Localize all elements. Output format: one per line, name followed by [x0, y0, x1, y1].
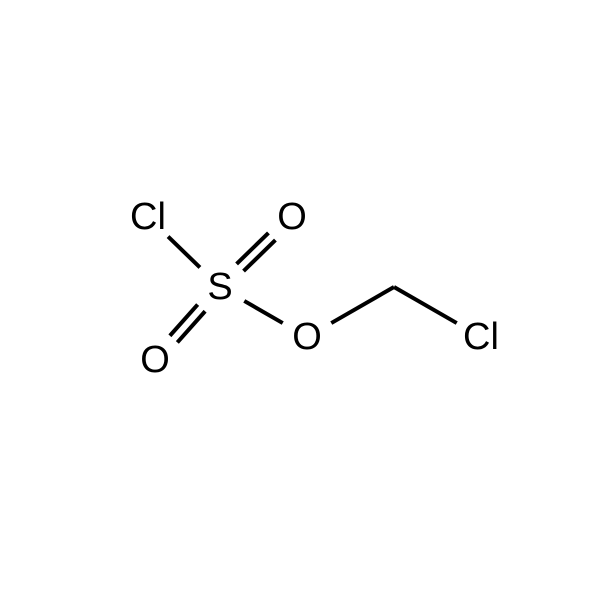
- atom-label-o: O: [292, 316, 322, 358]
- double-bond: [237, 233, 276, 271]
- single-bond: [394, 287, 457, 323]
- atom-layer: ClSOOOCl: [130, 196, 499, 381]
- atom-label-o: O: [140, 339, 170, 381]
- atom-label-cl: Cl: [130, 196, 166, 238]
- atom-label-s: S: [207, 266, 232, 308]
- single-bond: [331, 287, 394, 323]
- atom-label-cl: Cl: [463, 316, 499, 358]
- molecule-diagram: ClSOOOCl: [0, 0, 600, 600]
- single-bond: [168, 237, 200, 268]
- single-bond: [244, 301, 282, 323]
- double-bond: [170, 305, 205, 343]
- atom-label-o: O: [277, 196, 307, 238]
